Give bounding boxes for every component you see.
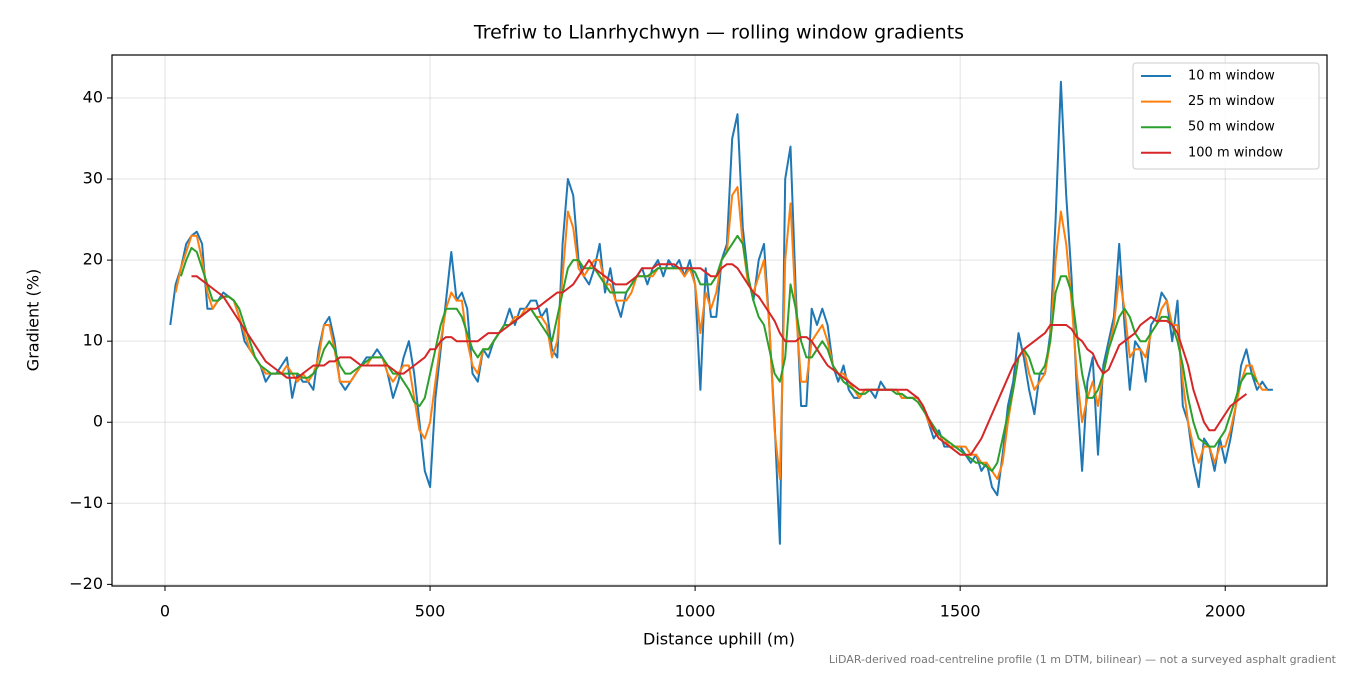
plot-lines bbox=[169, 80, 1273, 545]
legend-label: 10 m window bbox=[1188, 69, 1275, 84]
y-tick-label: −10 bbox=[69, 493, 103, 512]
y-tick-label: 20 bbox=[83, 250, 103, 269]
legend-box bbox=[1132, 62, 1320, 170]
x-axis-label: Distance uphill (m) bbox=[643, 630, 795, 649]
legend-label: 25 m window bbox=[1188, 94, 1275, 109]
y-tick-label: −20 bbox=[69, 574, 103, 593]
y-tick-label: 10 bbox=[83, 331, 103, 350]
x-tick-label: 1500 bbox=[940, 602, 981, 621]
plot-frame bbox=[111, 54, 1328, 587]
legend-label: 50 m window bbox=[1188, 120, 1275, 135]
chart-title: Trefriw to Llanrhychwyn — rolling window… bbox=[473, 22, 964, 44]
x-tick-label: 1000 bbox=[675, 602, 716, 621]
y-tick-label: 0 bbox=[93, 412, 103, 431]
x-tick-label: 2000 bbox=[1205, 602, 1246, 621]
y-tick-label: 30 bbox=[83, 169, 103, 188]
footnote: LiDAR-derived road-centreline profile (1… bbox=[829, 653, 1337, 666]
y-tick-label: 40 bbox=[83, 87, 103, 106]
y-axis-label: Gradient (%) bbox=[24, 269, 43, 371]
x-tick-label: 0 bbox=[160, 602, 170, 621]
series-line bbox=[191, 259, 1248, 456]
legend-label: 100 m window bbox=[1188, 145, 1283, 160]
x-tick-label: 500 bbox=[415, 602, 446, 621]
series-line bbox=[179, 234, 1258, 472]
